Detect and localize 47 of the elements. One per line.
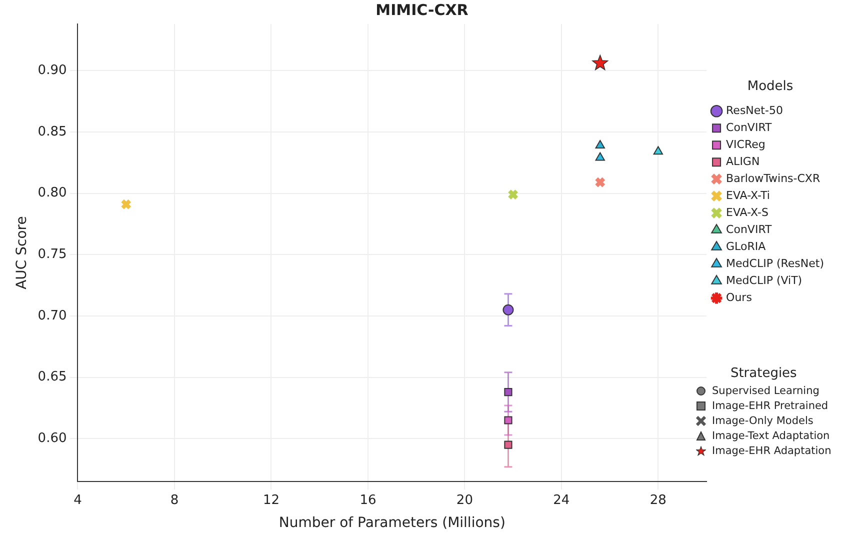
- chart-title: MIMIC-CXR: [376, 0, 469, 19]
- text: Supervised Learning: [712, 385, 820, 397]
- point: [504, 440, 512, 449]
- legend-label: GLoRIA: [726, 240, 766, 253]
- legend-label: ConVIRT: [726, 120, 772, 134]
- x-tick-label: 4: [74, 492, 82, 508]
- legend-label: ConVIRT: [726, 222, 772, 236]
- point: [595, 140, 605, 148]
- x-tick-label: 28: [650, 492, 666, 508]
- legend-label: VICReg: [726, 138, 766, 151]
- point: [504, 416, 512, 424]
- point: [120, 198, 132, 210]
- y-tick-label: 0.75: [38, 247, 67, 262]
- legend-label: EVA-X-Ti: [726, 188, 770, 202]
- y-tick-label: 0.80: [38, 186, 67, 201]
- y-tick-label: 0.65: [38, 370, 67, 385]
- legend-label: EVA-X-S: [726, 206, 768, 219]
- text: Strategies: [729, 366, 798, 381]
- y-tick-label: 0.60: [38, 431, 67, 446]
- x-tick-label: 16: [360, 492, 376, 508]
- legend-title: Models: [747, 78, 794, 94]
- legend-label: BarlowTwins-CXR: [726, 172, 820, 185]
- point: [594, 176, 606, 188]
- y-tick-label: 0.70: [38, 308, 67, 324]
- text: Image-Text Adaptation: [712, 430, 830, 442]
- x-axis-title: Number of Parameters (Millions): [278, 515, 506, 532]
- legend-label: ResNet-50: [726, 104, 783, 117]
- text: Image-EHR Adaptation: [712, 445, 832, 457]
- x-tick-label: 20: [456, 492, 473, 508]
- legend-label: Ours: [726, 290, 752, 304]
- point: [592, 54, 608, 70]
- x-tick-label: 12: [262, 492, 280, 508]
- point: [653, 146, 663, 155]
- legend-label: MedCLIP (ViT): [726, 274, 802, 287]
- legend-label: MedCLIP (ResNet): [726, 256, 824, 270]
- point: [508, 188, 519, 200]
- y-tick-label: 0.90: [38, 62, 67, 78]
- point: [504, 388, 512, 396]
- text: Image-Only Models: [712, 415, 814, 427]
- x-tick-label: 24: [553, 492, 570, 508]
- point: [502, 304, 514, 316]
- text: Image-EHR Pretrained: [712, 400, 828, 412]
- point: [595, 152, 605, 161]
- x-tick-label: 8: [170, 492, 179, 508]
- y-tick-label: 0.85: [38, 124, 67, 140]
- legend-label: ALIGN: [726, 154, 760, 168]
- y-axis-title: AUC Score: [14, 216, 30, 290]
